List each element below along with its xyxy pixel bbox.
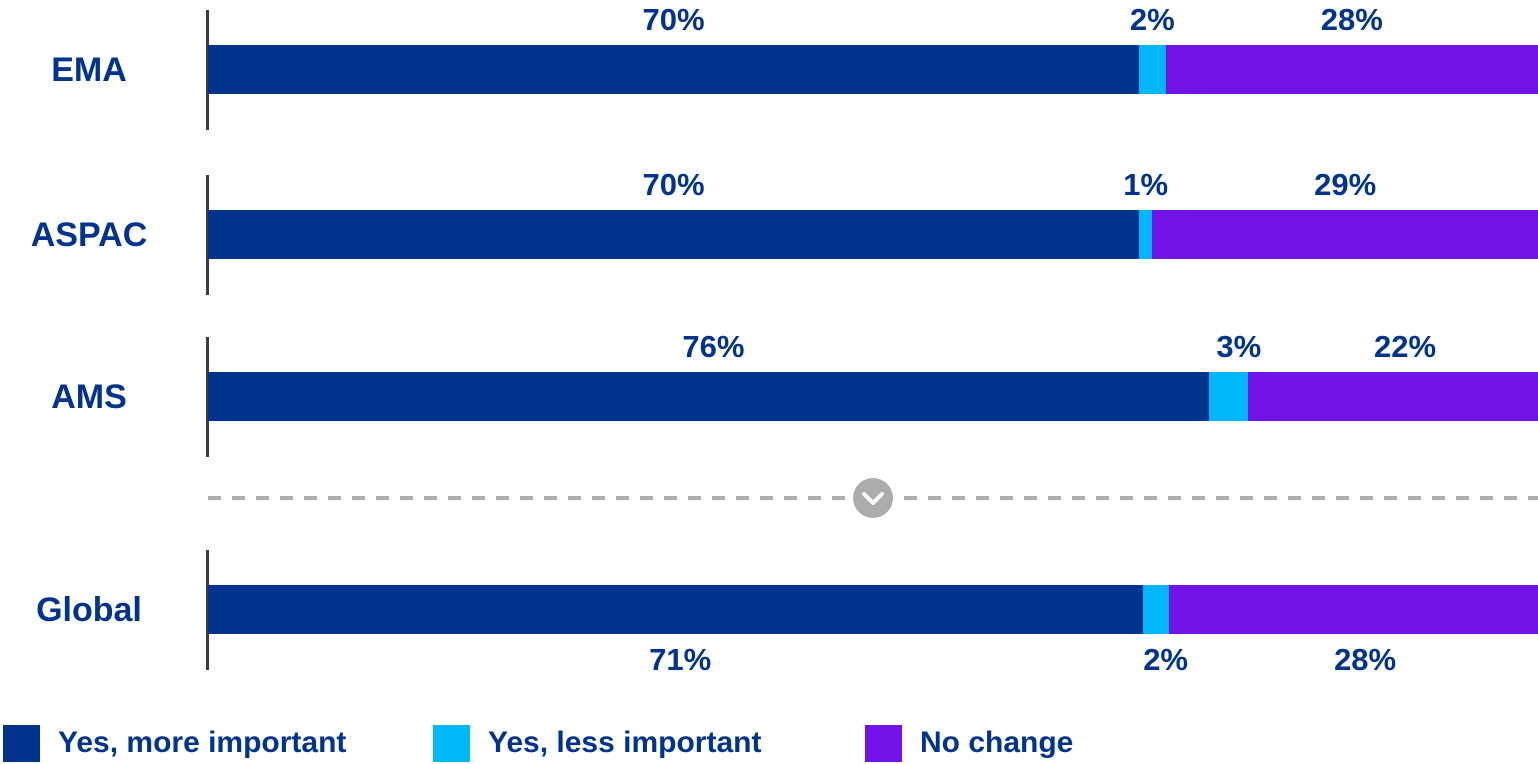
legend-swatch-yes-less-important (433, 724, 470, 762)
value-label: 29% (1314, 167, 1377, 202)
value-label: 2% (1143, 642, 1188, 677)
axis-tick (206, 10, 209, 130)
bar-segment-yes-more-important (208, 585, 1143, 634)
bar-segment-yes-less-important (1139, 210, 1153, 259)
bar-segment-yes-more-important (208, 372, 1209, 421)
category-label: ASPAC (30, 215, 148, 254)
value-label: 28% (1320, 2, 1383, 37)
axis-tick (206, 550, 209, 670)
value-label: 71% (649, 642, 712, 677)
legend-label: Yes, more important (58, 726, 347, 759)
legend-item-yes-less-important: Yes, less important (433, 722, 761, 764)
value-label: 28% (1334, 642, 1397, 677)
bar-segment-yes-less-important (1142, 585, 1170, 634)
value-label: 70% (642, 2, 705, 37)
value-label: 2% (1129, 2, 1175, 37)
legend-label: Yes, less important (488, 726, 762, 759)
category-label: AMS (51, 377, 127, 416)
legend-swatch-yes-more-important (3, 724, 40, 762)
value-label: 22% (1373, 329, 1437, 364)
bar-segment-no-change (1169, 585, 1538, 634)
stacked-bar (208, 585, 1538, 634)
stacked-bar (208, 210, 1538, 259)
chevron-down-icon (862, 491, 884, 505)
bar-segment-no-change (1248, 372, 1538, 421)
legend-item-no-change: No change (865, 722, 1073, 764)
stacked-bar (208, 45, 1538, 94)
value-label: 76% (682, 329, 745, 364)
value-label: 70% (642, 167, 705, 202)
bar-segment-no-change (1152, 210, 1538, 259)
bar-segment-yes-less-important (1208, 372, 1249, 421)
legend-swatch-no-change (865, 724, 902, 762)
legend: Yes, more important Yes, less important No… (0, 722, 1538, 764)
value-label: 1% (1123, 167, 1169, 202)
value-label: 3% (1216, 329, 1262, 364)
legend-label: No change (920, 726, 1074, 759)
expand-toggle-button[interactable] (853, 478, 893, 518)
bar-segment-no-change (1165, 45, 1538, 94)
bar-segment-yes-more-important (208, 210, 1139, 259)
legend-item-yes-more-important: Yes, more important (3, 722, 346, 764)
bar-segment-yes-more-important (208, 45, 1139, 94)
axis-tick (206, 337, 209, 457)
stacked-bar (208, 372, 1538, 421)
category-label: Global (36, 590, 142, 629)
bar-segment-yes-less-important (1139, 45, 1166, 94)
category-label: EMA (51, 50, 127, 89)
axis-tick (206, 175, 209, 295)
